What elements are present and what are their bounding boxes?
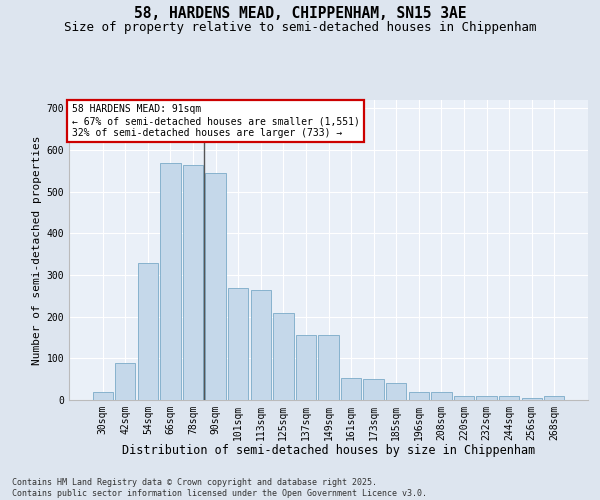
Text: 58 HARDENS MEAD: 91sqm
← 67% of semi-detached houses are smaller (1,551)
32% of : 58 HARDENS MEAD: 91sqm ← 67% of semi-det… xyxy=(71,104,359,138)
X-axis label: Distribution of semi-detached houses by size in Chippenham: Distribution of semi-detached houses by … xyxy=(122,444,535,458)
Bar xyxy=(138,262,158,400)
Bar xyxy=(228,288,248,400)
Bar xyxy=(319,336,338,400)
Bar xyxy=(183,164,203,400)
Bar xyxy=(544,396,565,400)
Bar xyxy=(160,162,181,400)
Bar xyxy=(296,336,316,400)
Bar xyxy=(341,378,361,400)
Bar xyxy=(476,396,497,400)
Bar xyxy=(409,392,429,400)
Bar xyxy=(92,392,113,400)
Bar xyxy=(521,398,542,400)
Bar xyxy=(364,379,384,400)
Text: 58, HARDENS MEAD, CHIPPENHAM, SN15 3AE: 58, HARDENS MEAD, CHIPPENHAM, SN15 3AE xyxy=(134,6,466,21)
Bar xyxy=(251,290,271,400)
Text: Size of property relative to semi-detached houses in Chippenham: Size of property relative to semi-detach… xyxy=(64,21,536,34)
Bar xyxy=(205,173,226,400)
Text: Contains HM Land Registry data © Crown copyright and database right 2025.
Contai: Contains HM Land Registry data © Crown c… xyxy=(12,478,427,498)
Bar xyxy=(115,364,136,400)
Bar xyxy=(499,396,519,400)
Bar xyxy=(431,392,452,400)
Bar xyxy=(454,396,474,400)
Y-axis label: Number of semi-detached properties: Number of semi-detached properties xyxy=(32,135,43,365)
Bar xyxy=(273,312,293,400)
Bar xyxy=(386,382,406,400)
